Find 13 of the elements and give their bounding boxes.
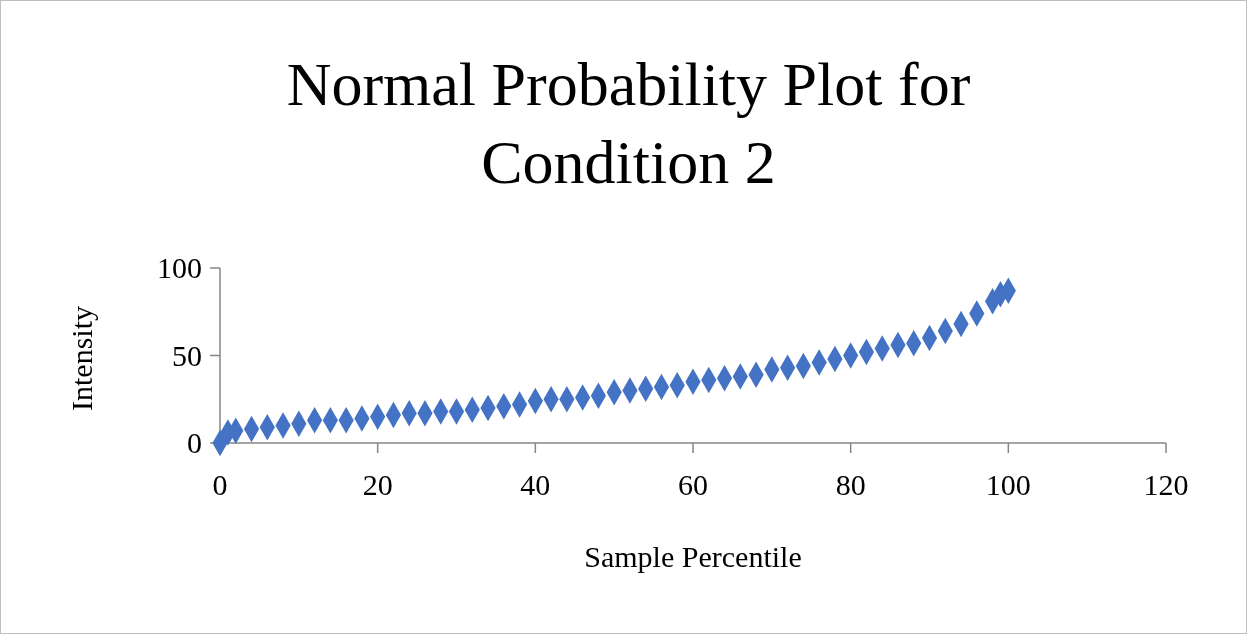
x-tick-label: 120 <box>1143 468 1189 501</box>
chart-title: Normal Probability Plot for Condition 2 <box>286 50 971 196</box>
y-tick-label: 0 <box>187 426 202 459</box>
x-tick-label: 0 <box>212 468 228 501</box>
y-axis-title: Intensity <box>65 306 98 411</box>
x-axis-title: Sample Percentile <box>584 540 802 573</box>
x-tick-label: 100 <box>985 468 1031 501</box>
y-tick-label: 50 <box>172 338 202 372</box>
x-tick-label: 20 <box>362 468 393 501</box>
y-tick-label: 100 <box>157 251 202 284</box>
x-tick-label: 40 <box>520 468 551 501</box>
x-tick-label: 60 <box>678 468 708 501</box>
x-tick-label: 80 <box>835 468 866 501</box>
